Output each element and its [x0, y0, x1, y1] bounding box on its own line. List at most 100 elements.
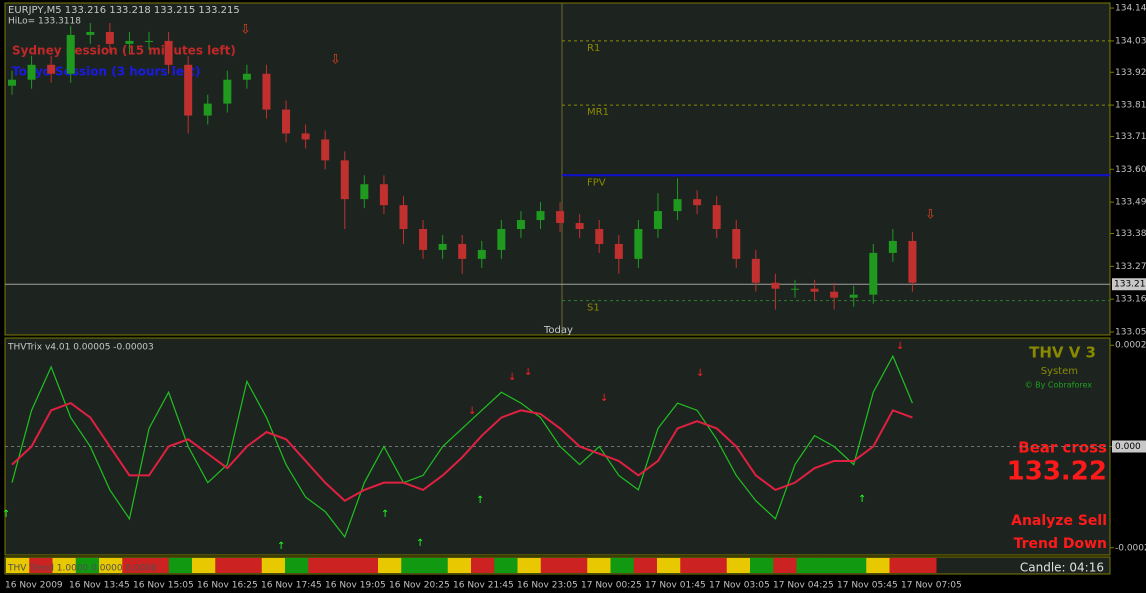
candle-body — [27, 64, 36, 80]
candle-body — [575, 223, 584, 230]
arrow: ↑ — [277, 541, 285, 552]
candle-body — [497, 229, 506, 250]
candle-body — [830, 291, 839, 298]
arrow: ↓ — [508, 372, 516, 383]
trend-cell — [331, 558, 356, 573]
x-tick-label: 17 Nov 00:25 — [581, 581, 642, 591]
trend-cell — [75, 558, 100, 573]
y-tick-label: 134.030 — [1115, 36, 1146, 46]
arrow: ↓ — [696, 368, 704, 379]
candle-body — [105, 31, 114, 44]
trend-cell — [540, 558, 565, 573]
arrow: ⇩ — [330, 53, 341, 68]
candle-body — [262, 73, 271, 110]
candle-body — [321, 139, 330, 161]
candle-body — [477, 249, 486, 259]
last-price-label: 133.215 — [1114, 280, 1146, 290]
trend-cell — [866, 558, 890, 573]
candle-body — [242, 73, 251, 80]
trend-cell — [261, 558, 286, 573]
candle-body — [223, 79, 232, 104]
arrow: ↓ — [468, 406, 476, 417]
trend-cell — [657, 558, 681, 573]
trend-cell — [703, 558, 728, 573]
candle-body — [810, 288, 819, 292]
candle-body — [360, 184, 369, 200]
trend-cell — [564, 558, 588, 573]
signal: Bear cross — [1018, 439, 1107, 457]
y-tick-label: 0.000 — [1115, 442, 1141, 452]
trend-cell — [912, 558, 937, 573]
arrow: ⇩ — [925, 208, 936, 223]
value-box — [1112, 440, 1146, 453]
arrow: ⇩ — [240, 23, 251, 38]
y-tick-label: 133.600 — [1115, 165, 1146, 175]
candle-body — [556, 211, 565, 224]
brand: THV V 3 — [1029, 344, 1096, 362]
trend-label: Trend Down — [1014, 536, 1107, 552]
candle-body — [419, 229, 428, 250]
indicator-line — [11, 401, 913, 502]
trend-cell — [773, 558, 797, 573]
indicator-line — [11, 354, 913, 539]
arrow: ↑ — [2, 509, 10, 520]
trend-cell — [843, 558, 867, 573]
trend-title: THV Trend 1.0000 0.0000 0.0000 — [7, 564, 157, 574]
x-tick-label: 16 Nov 2009 — [5, 581, 63, 591]
arrow: ↓ — [896, 341, 904, 352]
indicator-title: THVTrix v4.01 0.00005 -0.00003 — [7, 343, 154, 353]
y-tick-label: 133.925 — [1115, 68, 1146, 78]
candle-body — [673, 199, 682, 212]
trend-cell — [308, 558, 332, 573]
candle-body — [458, 243, 467, 259]
x-tick-label: 16 Nov 13:45 — [69, 581, 130, 591]
trend-cell — [796, 558, 821, 573]
trend-cell — [285, 558, 309, 573]
candle-body — [869, 252, 878, 295]
candle-body — [379, 184, 388, 206]
candle-timer: Candle: 04:16 — [1020, 561, 1104, 575]
trend-cell — [726, 558, 751, 573]
x-tick-label: 16 Nov 15:05 — [133, 581, 194, 591]
trend-cell — [494, 558, 518, 573]
candle-body — [203, 103, 212, 116]
candle-body — [184, 64, 193, 116]
candle-body — [66, 34, 75, 74]
x-tick-label: 16 Nov 21:45 — [453, 581, 514, 591]
trend-cell — [587, 558, 611, 573]
y-tick-label: 0.00028 — [1115, 341, 1146, 351]
candle-body — [125, 40, 134, 44]
session-label: Sydney Session (15 minutes left) — [12, 44, 236, 58]
candle-body — [516, 220, 525, 230]
credit: © By Cobraforex — [1025, 381, 1093, 390]
y-tick-label: 134.140 — [1115, 4, 1146, 14]
trend-cell — [52, 558, 77, 573]
y-tick-label: 133.385 — [1115, 229, 1146, 239]
signal-arrows: ⇩ ⇩ ⇩ ↓ ↓ ↓ ↓ ↓ ↓ ↑ ↑ ↑ ↑ ↑ ↑ — [2, 23, 936, 553]
x-tick-label: 16 Nov 23:05 — [517, 581, 578, 591]
candle-body — [888, 240, 897, 253]
trend-cell — [680, 558, 704, 573]
candle-body — [653, 211, 662, 230]
x-tick-label: 16 Nov 20:25 — [389, 581, 450, 591]
trend-cell — [889, 558, 914, 573]
x-tick-label: 17 Nov 04:25 — [773, 581, 834, 591]
candle-body — [712, 205, 721, 230]
candle-body — [908, 240, 917, 283]
x-tick-label: 17 Nov 01:45 — [645, 581, 706, 591]
main-panel — [4, 2, 1111, 336]
candle-body — [751, 258, 760, 283]
trend-cell — [471, 558, 495, 573]
candle-body — [634, 229, 643, 259]
pivot-label: MR1 — [587, 107, 609, 118]
candle-body — [47, 64, 56, 74]
trend-cell — [145, 558, 170, 573]
today-label: Today — [543, 325, 573, 336]
trend-cell — [424, 558, 449, 573]
trend-cell — [819, 558, 844, 573]
y-tick-label: 133.710 — [1115, 132, 1146, 142]
trend-cell — [238, 558, 263, 573]
candle-body — [340, 160, 349, 200]
session-label: Tokyo Session (3 hours left) — [12, 65, 200, 79]
trend-cell — [168, 558, 193, 573]
